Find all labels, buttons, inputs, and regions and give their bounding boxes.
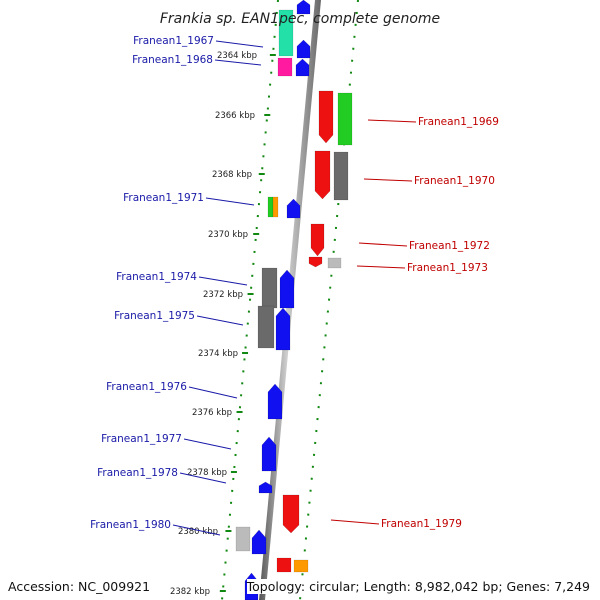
label-leader-line bbox=[179, 472, 227, 484]
gene-label-forward[interactable]: Franean1_1977 bbox=[101, 433, 182, 445]
gene-arrow-1972[interactable] bbox=[310, 223, 325, 257]
gene-label-reverse[interactable]: Franean1_1970 bbox=[414, 175, 495, 187]
cog-bar-lightgray-1980 bbox=[235, 526, 251, 552]
label-leader-line bbox=[330, 519, 380, 525]
tick-label: 2376 kbp bbox=[192, 408, 232, 418]
gene-arrow-1967[interactable] bbox=[296, 39, 311, 59]
cog-bar-gray-1974 bbox=[261, 267, 278, 309]
cog-bar-gray-1975 bbox=[257, 305, 275, 349]
gene-label-forward[interactable]: Franean1_1980 bbox=[90, 519, 171, 531]
gene-label-forward[interactable]: Franean1_1974 bbox=[116, 271, 197, 283]
gene-arrow-1979[interactable] bbox=[282, 494, 300, 534]
cog-bar-orange bbox=[272, 196, 279, 218]
topology-text: Topology: circular; Length: 8,982,042 bp… bbox=[246, 579, 590, 594]
label-leader-line bbox=[358, 242, 408, 247]
gene-label-reverse[interactable]: Franean1_1973 bbox=[407, 262, 488, 274]
inner-dotted-ring bbox=[299, 0, 359, 600]
cog-bar-magenta bbox=[277, 57, 293, 77]
label-leader-line bbox=[198, 276, 248, 286]
gene-arrow-1975[interactable] bbox=[275, 307, 291, 351]
cog-bar-red-bottom bbox=[276, 557, 292, 573]
gene-arrow-1968[interactable] bbox=[295, 58, 310, 77]
tick-label: 2364 kbp bbox=[217, 51, 257, 61]
tick-label: 2378 kbp bbox=[187, 468, 227, 478]
gene-label-forward[interactable]: Franean1_1971 bbox=[123, 192, 204, 204]
label-leader-line bbox=[214, 59, 262, 66]
gene-label-forward[interactable]: Franean1_1968 bbox=[132, 54, 213, 66]
gene-arrow-top[interactable] bbox=[296, 0, 311, 15]
label-leader-line bbox=[188, 386, 238, 399]
gene-arrow-1980[interactable] bbox=[251, 529, 267, 555]
gene-label-reverse[interactable]: Franean1_1969 bbox=[418, 116, 499, 128]
cog-bar-orange-bottom bbox=[293, 559, 309, 573]
cog-bar-green bbox=[267, 196, 274, 218]
label-leader-line bbox=[363, 178, 413, 182]
outer-dotted-ring bbox=[221, 0, 279, 600]
gene-arrow-1974[interactable] bbox=[279, 269, 295, 309]
gene-arrow-1970[interactable] bbox=[314, 150, 331, 200]
gene-arrow-1971[interactable] bbox=[286, 198, 301, 219]
gene-arrow-1976[interactable] bbox=[267, 383, 283, 420]
gene-arrow-1977[interactable] bbox=[261, 436, 277, 472]
tick-label: 2370 kbp bbox=[208, 230, 248, 240]
label-leader-line bbox=[205, 197, 255, 206]
label-leader-line bbox=[367, 119, 417, 123]
gene-label-forward[interactable]: Franean1_1967 bbox=[133, 35, 214, 47]
gene-label-reverse[interactable]: Franean1_1972 bbox=[409, 240, 490, 252]
gene-arrow-1969[interactable] bbox=[318, 90, 334, 144]
gene-arrow-1978[interactable] bbox=[258, 481, 273, 494]
tick-label: 2368 kbp bbox=[212, 170, 252, 180]
label-leader-line bbox=[196, 315, 244, 326]
map-title: Frankia sp. EAN1pec, complete genome bbox=[160, 11, 440, 27]
label-leader-line bbox=[183, 438, 232, 450]
cog-bar-gray-1970 bbox=[333, 151, 349, 201]
label-leader-line bbox=[215, 40, 264, 48]
gene-label-forward[interactable]: Franean1_1978 bbox=[97, 467, 178, 479]
cog-bar-teal bbox=[278, 9, 294, 57]
tick-label: 2380 kbp bbox=[178, 527, 218, 537]
tick-label: 2372 kbp bbox=[203, 290, 243, 300]
label-leader-line bbox=[172, 524, 221, 536]
gene-arrow-1973[interactable] bbox=[308, 256, 323, 268]
cog-bar-lightgray-1973 bbox=[327, 257, 342, 269]
gene-label-forward[interactable]: Franean1_1976 bbox=[106, 381, 187, 393]
gene-label-forward[interactable]: Franean1_1975 bbox=[114, 310, 195, 322]
label-leader-line bbox=[356, 265, 406, 269]
gene-label-reverse[interactable]: Franean1_1979 bbox=[381, 518, 462, 530]
tick-label: 2382 kbp bbox=[170, 587, 210, 597]
tick-label: 2366 kbp bbox=[215, 111, 255, 121]
cog-bar-green-1969 bbox=[337, 92, 353, 146]
tick-label: 2374 kbp bbox=[198, 349, 238, 359]
accession-text: Accession: NC_009921 bbox=[8, 579, 151, 594]
